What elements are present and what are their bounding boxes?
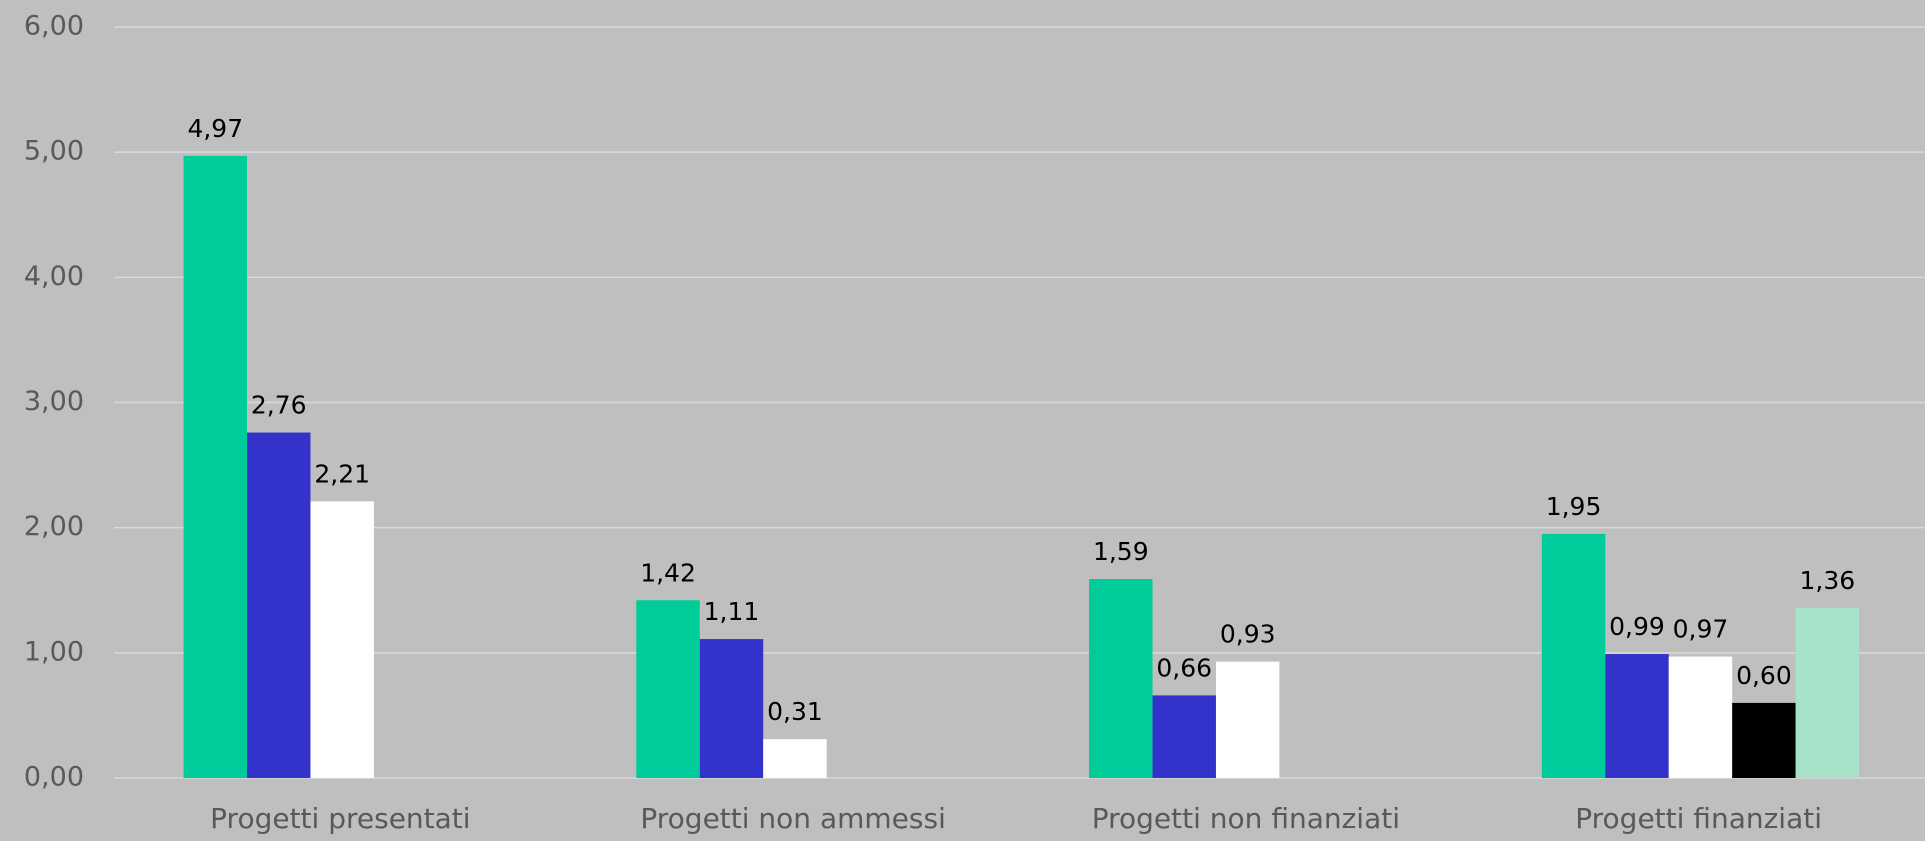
- y-tick-label: 4,00: [24, 261, 84, 292]
- value-label: 1,95: [1546, 492, 1602, 521]
- value-label: 1,36: [1800, 566, 1856, 595]
- value-label: 0,93: [1220, 620, 1276, 649]
- bar: [1215, 661, 1280, 778]
- bar: [763, 739, 827, 778]
- bar: [1089, 578, 1153, 778]
- value-label: 4,97: [187, 114, 243, 143]
- value-label: 0,60: [1736, 661, 1792, 690]
- bar: [1152, 695, 1216, 778]
- value-label: 1,42: [640, 558, 696, 587]
- x-tick-label: Progetti presentati: [210, 802, 470, 835]
- y-tick-label: 0,00: [24, 762, 84, 793]
- x-tick-label: Progetti non ammessi: [640, 802, 945, 835]
- y-tick-label: 2,00: [24, 511, 84, 542]
- bar: [1795, 607, 1860, 778]
- bar: [636, 600, 700, 778]
- bar: [247, 432, 311, 778]
- bar: [699, 639, 764, 778]
- bar: [183, 155, 248, 779]
- value-label: 1,59: [1093, 537, 1149, 566]
- y-tick-label: 6,00: [24, 11, 84, 42]
- value-label: 0,66: [1156, 653, 1212, 682]
- value-label: 0,99: [1609, 612, 1665, 641]
- bar: [1605, 654, 1669, 778]
- x-tick-label: Progetti finanziati: [1575, 802, 1822, 835]
- bar: [1668, 656, 1733, 778]
- bar: [310, 501, 374, 778]
- y-tick-label: 3,00: [24, 386, 84, 417]
- value-label: 2,21: [314, 459, 370, 488]
- value-label: 0,31: [767, 697, 823, 726]
- value-label: 2,76: [251, 391, 307, 420]
- value-label: 0,97: [1673, 615, 1729, 644]
- bar: [1732, 702, 1796, 778]
- value-label: 1,11: [704, 597, 760, 626]
- x-tick-label: Progetti non finanziati: [1092, 802, 1400, 835]
- bar: [1541, 533, 1606, 778]
- y-tick-label: 1,00: [24, 636, 84, 667]
- y-tick-label: 5,00: [24, 136, 84, 167]
